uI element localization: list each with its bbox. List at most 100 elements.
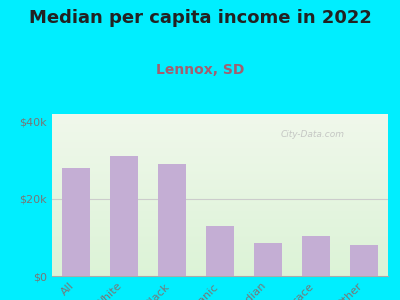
- Bar: [52, 256, 388, 258]
- Bar: [52, 134, 388, 135]
- Bar: [52, 179, 388, 180]
- Bar: [52, 176, 388, 177]
- Bar: [52, 164, 388, 166]
- Bar: [52, 198, 388, 200]
- Bar: [52, 206, 388, 208]
- Bar: [52, 167, 388, 169]
- Bar: [52, 271, 388, 273]
- Bar: [52, 213, 388, 214]
- Bar: [52, 268, 388, 269]
- Bar: [52, 240, 388, 242]
- Bar: [52, 148, 388, 150]
- Bar: [52, 258, 388, 260]
- Bar: [52, 242, 388, 244]
- Bar: [52, 166, 388, 167]
- Bar: [52, 158, 388, 159]
- Bar: [52, 261, 388, 263]
- Bar: [52, 169, 388, 171]
- Bar: [206, 226, 234, 276]
- Bar: [52, 269, 388, 271]
- Bar: [52, 187, 388, 188]
- Bar: [52, 185, 388, 187]
- Bar: [52, 177, 388, 179]
- Bar: [350, 245, 378, 276]
- Bar: [52, 221, 388, 223]
- Bar: [52, 250, 388, 252]
- Bar: [52, 239, 388, 240]
- Bar: [52, 252, 388, 253]
- Bar: [52, 182, 388, 184]
- Bar: [52, 203, 388, 205]
- Bar: [52, 125, 388, 127]
- Bar: [52, 214, 388, 216]
- Bar: [52, 138, 388, 140]
- Bar: [158, 164, 186, 276]
- Bar: [52, 210, 388, 211]
- Bar: [52, 154, 388, 156]
- Bar: [52, 130, 388, 132]
- Bar: [52, 150, 388, 151]
- Bar: [52, 184, 388, 185]
- Text: Lennox, SD: Lennox, SD: [156, 63, 244, 77]
- Bar: [52, 194, 388, 195]
- Bar: [52, 232, 388, 234]
- Bar: [52, 265, 388, 266]
- Bar: [52, 122, 388, 124]
- Bar: [52, 156, 388, 158]
- Bar: [52, 145, 388, 146]
- Bar: [52, 135, 388, 137]
- Bar: [52, 219, 388, 221]
- Bar: [52, 218, 388, 219]
- Bar: [52, 253, 388, 255]
- Bar: [52, 129, 388, 130]
- Text: City-Data.com: City-Data.com: [280, 130, 344, 139]
- Bar: [52, 119, 388, 121]
- Bar: [52, 205, 388, 206]
- Text: Median per capita income in 2022: Median per capita income in 2022: [28, 9, 372, 27]
- Bar: [52, 192, 388, 194]
- Bar: [52, 151, 388, 153]
- Bar: [52, 234, 388, 236]
- Bar: [52, 236, 388, 237]
- Bar: [52, 200, 388, 202]
- Bar: [52, 248, 388, 250]
- Bar: [52, 127, 388, 129]
- Bar: [52, 231, 388, 232]
- Bar: [52, 274, 388, 276]
- Bar: [62, 168, 90, 276]
- Bar: [52, 114, 388, 116]
- Bar: [52, 195, 388, 196]
- Bar: [52, 172, 388, 174]
- Bar: [52, 237, 388, 239]
- Bar: [52, 245, 388, 247]
- Bar: [52, 188, 388, 190]
- Bar: [302, 236, 330, 276]
- Bar: [52, 124, 388, 125]
- Bar: [52, 247, 388, 248]
- Bar: [52, 224, 388, 226]
- Bar: [52, 211, 388, 213]
- Bar: [52, 132, 388, 134]
- Bar: [52, 174, 388, 176]
- Bar: [52, 208, 388, 210]
- Bar: [52, 244, 388, 245]
- Bar: [52, 196, 388, 198]
- Bar: [52, 116, 388, 117]
- Bar: [52, 117, 388, 119]
- Bar: [52, 216, 388, 218]
- Bar: [52, 161, 388, 163]
- Bar: [52, 229, 388, 231]
- Bar: [52, 137, 388, 138]
- Bar: [52, 273, 388, 274]
- Bar: [52, 146, 388, 148]
- Bar: [52, 153, 388, 154]
- Bar: [254, 243, 282, 276]
- Bar: [52, 140, 388, 142]
- Bar: [52, 227, 388, 229]
- Bar: [52, 190, 388, 192]
- Bar: [52, 143, 388, 145]
- Bar: [52, 142, 388, 143]
- Bar: [52, 255, 388, 256]
- Bar: [52, 171, 388, 172]
- Bar: [52, 263, 388, 265]
